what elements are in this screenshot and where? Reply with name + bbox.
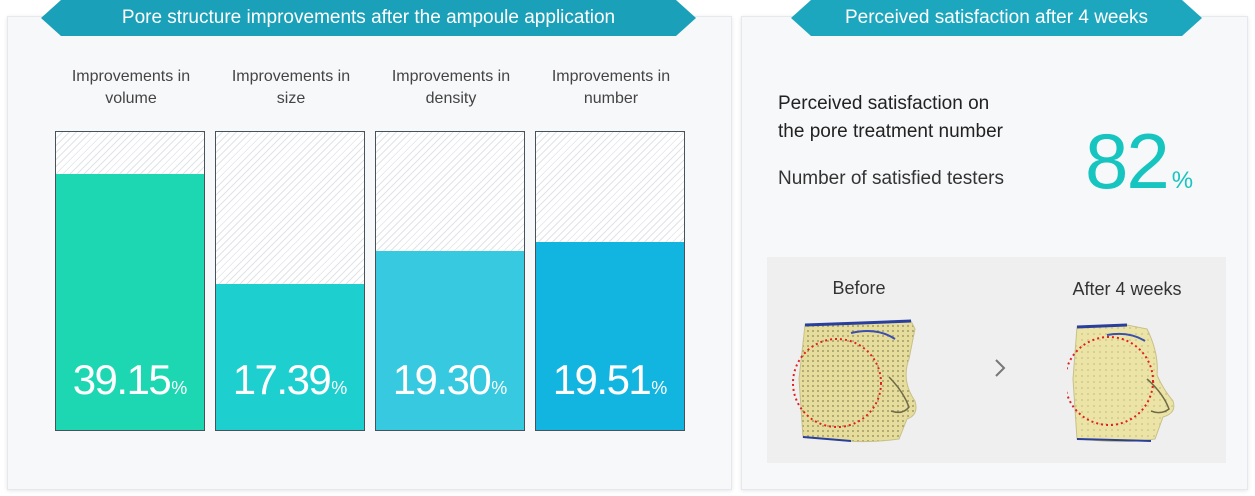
bar-value: 39.15% xyxy=(72,356,188,403)
bar-label: Improvements in volume xyxy=(71,68,191,107)
bar-value: 19.51% xyxy=(552,356,668,403)
bar-column-volume: Improvements in volume 39.15% xyxy=(55,66,207,431)
satisfaction-subtitle: Number of satisfied testers xyxy=(778,168,1004,189)
bar-fill xyxy=(376,251,524,430)
bar-value: 17.39% xyxy=(232,356,348,403)
bar-chart-box: 19.30% xyxy=(375,131,525,431)
satisfaction-value: 82% xyxy=(1085,117,1194,205)
bar-chart-box: 39.15% xyxy=(55,131,205,431)
after-face-scan-image xyxy=(1067,323,1175,443)
bar-label: Improvements in size xyxy=(231,68,351,107)
before-after-comparison: Before After 4 weeks xyxy=(767,257,1226,463)
pore-improvements-banner: Pore structure improvements after the am… xyxy=(41,0,696,36)
bar-column-density: Improvements in density 19.30% xyxy=(375,66,527,431)
bar-fill xyxy=(216,283,364,430)
bar-label: Improvements in density xyxy=(391,68,511,107)
bar-value: 19.30% xyxy=(392,356,508,403)
before-label: Before xyxy=(832,278,886,298)
satisfaction-banner: Perceived satisfaction after 4 weeks xyxy=(791,0,1202,36)
bar-column-size: Improvements in size 17.39% xyxy=(215,66,367,431)
satisfaction-title: Perceived satisfaction on the pore treat… xyxy=(778,93,1003,142)
bar-chart-box: 19.51% xyxy=(535,131,685,431)
satisfaction-unit: % xyxy=(1171,167,1194,194)
bar-label: Improvements in number xyxy=(551,68,671,107)
bar-fill xyxy=(56,173,204,430)
chevron-right-icon xyxy=(995,359,1006,377)
bar-chart-box: 17.39% xyxy=(215,131,365,431)
bar-fill xyxy=(536,242,684,430)
before-face-scan-image xyxy=(792,319,917,443)
bar-column-number: Improvements in number 19.51% xyxy=(535,66,687,431)
after-label: After 4 weeks xyxy=(1072,279,1182,299)
